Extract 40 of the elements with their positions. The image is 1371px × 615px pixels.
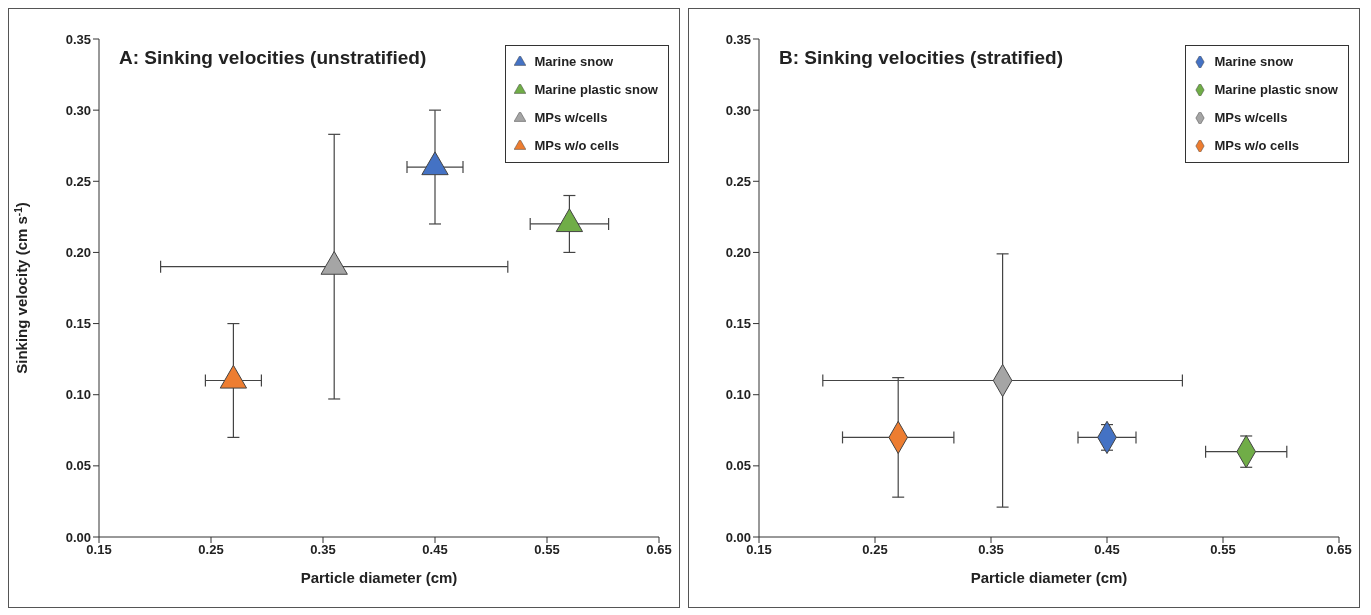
y-tick-label: 0.20 [65,245,91,261]
x-tick-label: 0.65 [1326,542,1352,558]
x-tick-label: 0.45 [422,542,448,558]
x-tick-label: 0.15 [86,542,112,558]
x-tick-label: 0.55 [534,542,560,558]
y-tick-label: 0.00 [65,529,91,545]
x-tick-label: 0.45 [1094,542,1120,558]
x-tick-label: 0.65 [646,542,672,558]
legend-label: MPs w/o cells [534,137,619,155]
y-tick-label: 0.25 [725,173,751,189]
x-tick-label: 0.35 [978,542,1004,558]
y-tick-label: 0.35 [725,31,751,47]
chart-title: A: Sinking velocities (unstratified) [119,47,427,69]
y-tick-label: 0.30 [65,102,91,118]
legend-label: MPs w/cells [534,109,608,127]
y-tick-label: 0.10 [65,387,91,403]
y-tick-label: 0.10 [725,387,751,403]
legend-label: Marine snow [534,53,614,71]
chart-title: B: Sinking velocities (stratified) [779,47,1063,69]
legend-label: Marine plastic snow [1214,81,1338,99]
y-tick-label: 0.25 [65,173,91,189]
x-tick-label: 0.25 [198,542,224,558]
y-tick-label: 0.15 [725,316,751,332]
x-tick-label: 0.15 [746,542,772,558]
y-tick-label: 0.00 [725,529,751,545]
y-tick-label: 0.05 [725,458,751,474]
legend-label: MPs w/cells [1214,109,1288,127]
x-tick-label: 0.55 [1210,542,1236,558]
x-tick-label: 0.35 [310,542,336,558]
y-tick-label: 0.05 [65,458,91,474]
legend-label: Marine plastic snow [534,81,658,99]
y-tick-label: 0.20 [725,245,751,261]
x-axis-title: Particle diameter (cm) [970,569,1128,586]
y-tick-label: 0.15 [65,316,91,332]
y-tick-label: 0.35 [65,31,91,47]
x-tick-label: 0.25 [862,542,888,558]
x-axis-title: Particle diameter (cm) [300,569,458,586]
legend-label: Marine snow [1214,53,1294,71]
y-tick-label: 0.30 [725,102,751,118]
legend-label: MPs w/o cells [1214,137,1299,155]
